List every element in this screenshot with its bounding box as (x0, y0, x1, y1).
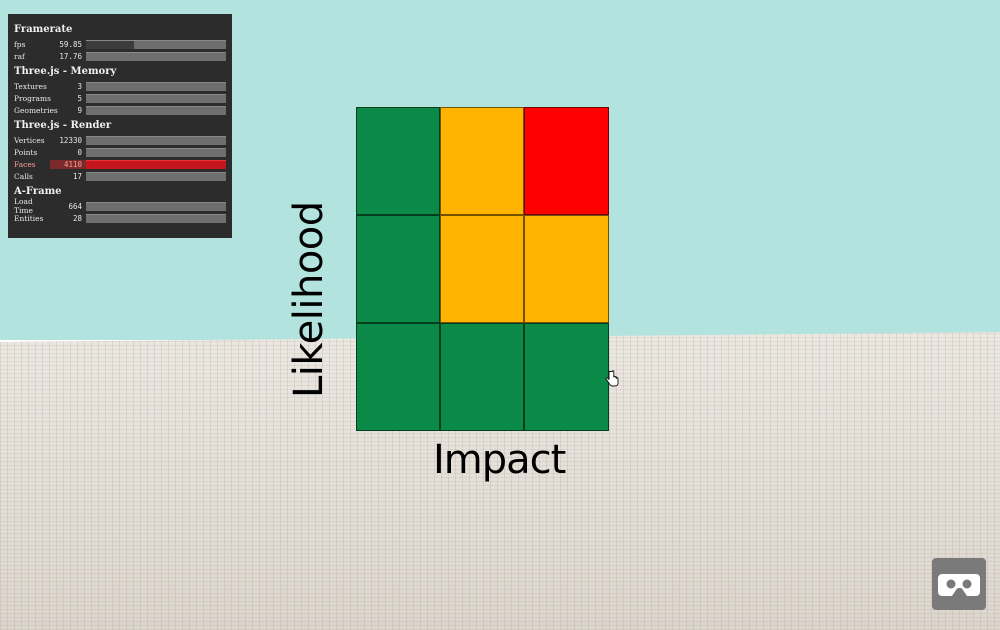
stats-row: Entities 28 (14, 212, 226, 224)
hand-pointer-icon (605, 370, 619, 387)
stats-row: Points 0 (14, 146, 226, 158)
stats-section-title: Three.js - Render (14, 120, 112, 131)
stats-value: 5 (77, 93, 82, 103)
stats-graph (86, 135, 226, 145)
stats-row: raf 17.76 (14, 50, 226, 62)
matrix-cell[interactable] (524, 323, 609, 431)
matrix-cell[interactable] (356, 107, 440, 215)
stats-row: Programs 5 (14, 92, 226, 104)
stats-label: Load Time (14, 197, 33, 215)
stats-label: Textures (14, 81, 47, 91)
stats-row: Geometries 9 (14, 104, 226, 116)
stats-value: 3 (77, 81, 82, 91)
stats-row: Vertices 12330 (14, 134, 226, 146)
stats-graph (86, 105, 226, 115)
stats-value: 17.76 (59, 51, 82, 61)
stats-label: Geometries (14, 105, 58, 115)
stats-value: 12330 (59, 135, 82, 145)
stats-label: Entities (14, 213, 44, 223)
stats-section-title: Framerate (14, 24, 73, 35)
y-axis-label: Likelihood (286, 201, 332, 398)
stats-section-title: A-Frame (14, 186, 62, 197)
stats-graph (86, 213, 226, 223)
stats-section-title: Three.js - Memory (14, 66, 117, 77)
risk-matrix[interactable] (356, 107, 609, 431)
stats-label: Points (14, 147, 38, 157)
stats-graph (86, 159, 226, 169)
stats-graph (86, 147, 226, 157)
stats-row: Faces 4110 (14, 158, 226, 170)
stats-value: 0 (77, 147, 82, 157)
stats-value: 17 (72, 171, 82, 181)
matrix-cell[interactable] (440, 215, 524, 323)
matrix-cell[interactable] (440, 323, 524, 431)
stats-graph (86, 81, 226, 91)
vr-goggles-icon (938, 574, 980, 596)
stats-label: fps (14, 39, 26, 49)
matrix-cell[interactable] (440, 107, 524, 215)
x-axis-label: Impact (433, 437, 566, 483)
stats-row: fps 59.85 (14, 38, 226, 50)
stats-label: Programs (14, 93, 51, 103)
matrix-cell[interactable] (524, 107, 609, 215)
stats-value: 59.85 (59, 39, 82, 49)
stats-graph (86, 93, 226, 103)
stats-graph (86, 39, 226, 49)
stats-graph (86, 201, 226, 211)
stats-graph (86, 171, 226, 181)
stats-label: raf (14, 51, 25, 61)
stats-graph (86, 51, 226, 61)
stats-label: Faces (14, 159, 36, 169)
stats-value: 664 (68, 201, 82, 211)
stats-value: 28 (72, 213, 82, 223)
matrix-cell[interactable] (356, 215, 440, 323)
stats-value: 9 (77, 105, 82, 115)
matrix-cell[interactable] (524, 215, 609, 323)
stats-row: Textures 3 (14, 80, 226, 92)
stats-row: Load Time 664 (14, 197, 226, 215)
stats-value: 4110 (50, 159, 86, 169)
stats-panel: Framerate fps 59.85 raf 17.76 Three.js - Memo… (8, 14, 232, 238)
enter-vr-button[interactable] (932, 558, 986, 610)
stats-label: Calls (14, 171, 33, 181)
stats-label: Vertices (14, 135, 45, 145)
stats-row: Calls 17 (14, 170, 226, 182)
matrix-cell[interactable] (356, 323, 440, 431)
